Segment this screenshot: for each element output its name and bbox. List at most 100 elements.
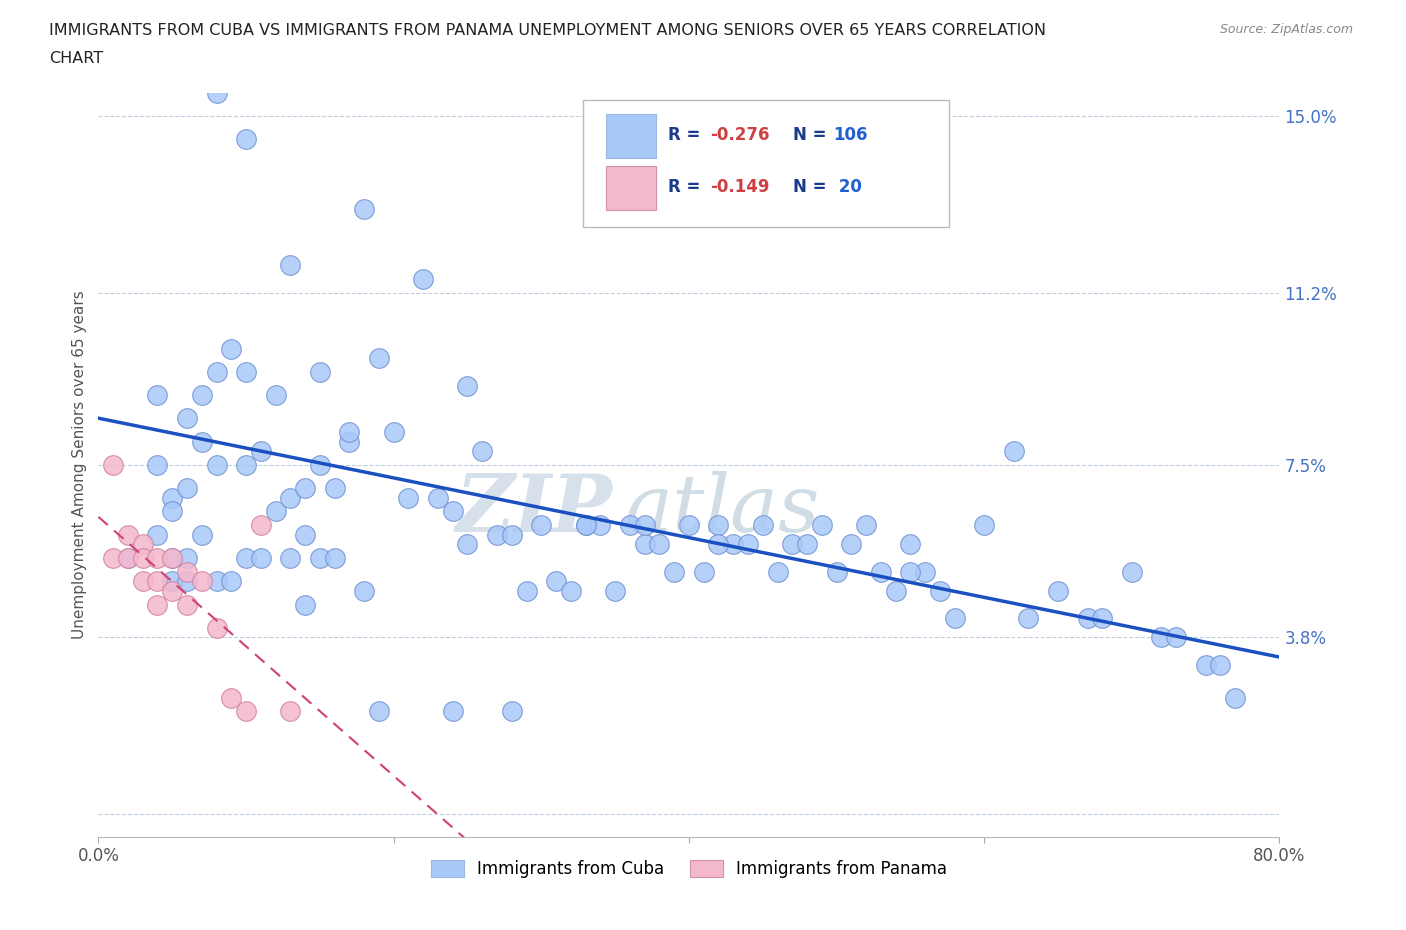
Point [323, 551, 346, 565]
Point [530, 518, 553, 533]
Point [162, 583, 183, 598]
Point [752, 518, 775, 533]
Point [191, 527, 214, 542]
Point [294, 597, 316, 612]
Point [353, 583, 375, 598]
Point [309, 551, 332, 565]
Text: IMMIGRANTS FROM CUBA VS IMMIGRANTS FROM PANAMA UNEMPLOYMENT AMONG SENIORS OVER 6: IMMIGRANTS FROM CUBA VS IMMIGRANTS FROM … [49, 23, 1046, 38]
Point [1225, 690, 1247, 705]
Text: N =: N = [793, 126, 827, 144]
Point [205, 574, 228, 589]
Point [146, 388, 169, 403]
Point [678, 518, 700, 533]
Point [501, 704, 523, 719]
Point [870, 565, 893, 579]
Point [546, 574, 568, 589]
Point [693, 565, 716, 579]
Point [235, 704, 257, 719]
Point [575, 518, 598, 533]
Point [1195, 658, 1218, 672]
Point [368, 351, 391, 365]
Point [368, 704, 391, 719]
Point [441, 504, 464, 519]
Point [841, 537, 863, 551]
Point [162, 551, 183, 565]
Point [766, 565, 789, 579]
Point [471, 444, 494, 458]
Point [176, 551, 198, 565]
Point [191, 388, 214, 403]
Point [929, 583, 952, 598]
Point [810, 518, 832, 533]
Point [339, 425, 361, 440]
Point [280, 551, 302, 565]
FancyBboxPatch shape [582, 100, 949, 227]
Point [1091, 611, 1114, 626]
Point [441, 704, 464, 719]
Text: 106: 106 [832, 126, 868, 144]
Point [634, 518, 657, 533]
Point [280, 490, 302, 505]
Text: 20: 20 [832, 179, 862, 196]
Point [146, 527, 169, 542]
Point [264, 504, 287, 519]
Point [221, 341, 243, 356]
Point [900, 537, 922, 551]
Point [176, 411, 198, 426]
Point [146, 551, 169, 565]
Text: CHART: CHART [49, 51, 103, 66]
Point [560, 583, 582, 598]
Point [117, 527, 139, 542]
Point [117, 551, 139, 565]
Y-axis label: Unemployment Among Seniors over 65 years: Unemployment Among Seniors over 65 years [72, 291, 87, 640]
Point [250, 551, 273, 565]
Point [176, 565, 198, 579]
Point [707, 518, 730, 533]
Point [900, 565, 922, 579]
Point [191, 434, 214, 449]
Point [323, 481, 346, 496]
Point [294, 481, 316, 496]
Point [146, 597, 169, 612]
Point [117, 551, 139, 565]
Point [280, 704, 302, 719]
Text: -0.149: -0.149 [710, 179, 769, 196]
Point [605, 583, 627, 598]
FancyBboxPatch shape [606, 113, 655, 158]
Point [205, 365, 228, 379]
Point [162, 551, 183, 565]
Point [398, 490, 420, 505]
Point [457, 537, 479, 551]
Point [486, 527, 509, 542]
Text: atlas: atlas [624, 471, 820, 549]
Text: R =: R = [668, 126, 700, 144]
Point [176, 481, 198, 496]
Point [457, 379, 479, 393]
Point [427, 490, 450, 505]
Point [737, 537, 759, 551]
Point [132, 551, 155, 565]
Point [575, 518, 598, 533]
Point [634, 537, 657, 551]
FancyBboxPatch shape [606, 166, 655, 210]
Point [1209, 658, 1232, 672]
Point [1002, 444, 1025, 458]
Point [132, 537, 155, 551]
Point [353, 202, 375, 217]
Point [1077, 611, 1099, 626]
Point [235, 458, 257, 472]
Point [664, 565, 686, 579]
Point [914, 565, 936, 579]
Text: R =: R = [668, 179, 700, 196]
Point [162, 504, 183, 519]
Point [162, 574, 183, 589]
Point [205, 620, 228, 635]
Point [280, 258, 302, 272]
Point [235, 365, 257, 379]
Point [943, 611, 966, 626]
Point [176, 574, 198, 589]
Point [264, 388, 287, 403]
Point [501, 527, 523, 542]
Point [1018, 611, 1040, 626]
Point [973, 518, 995, 533]
